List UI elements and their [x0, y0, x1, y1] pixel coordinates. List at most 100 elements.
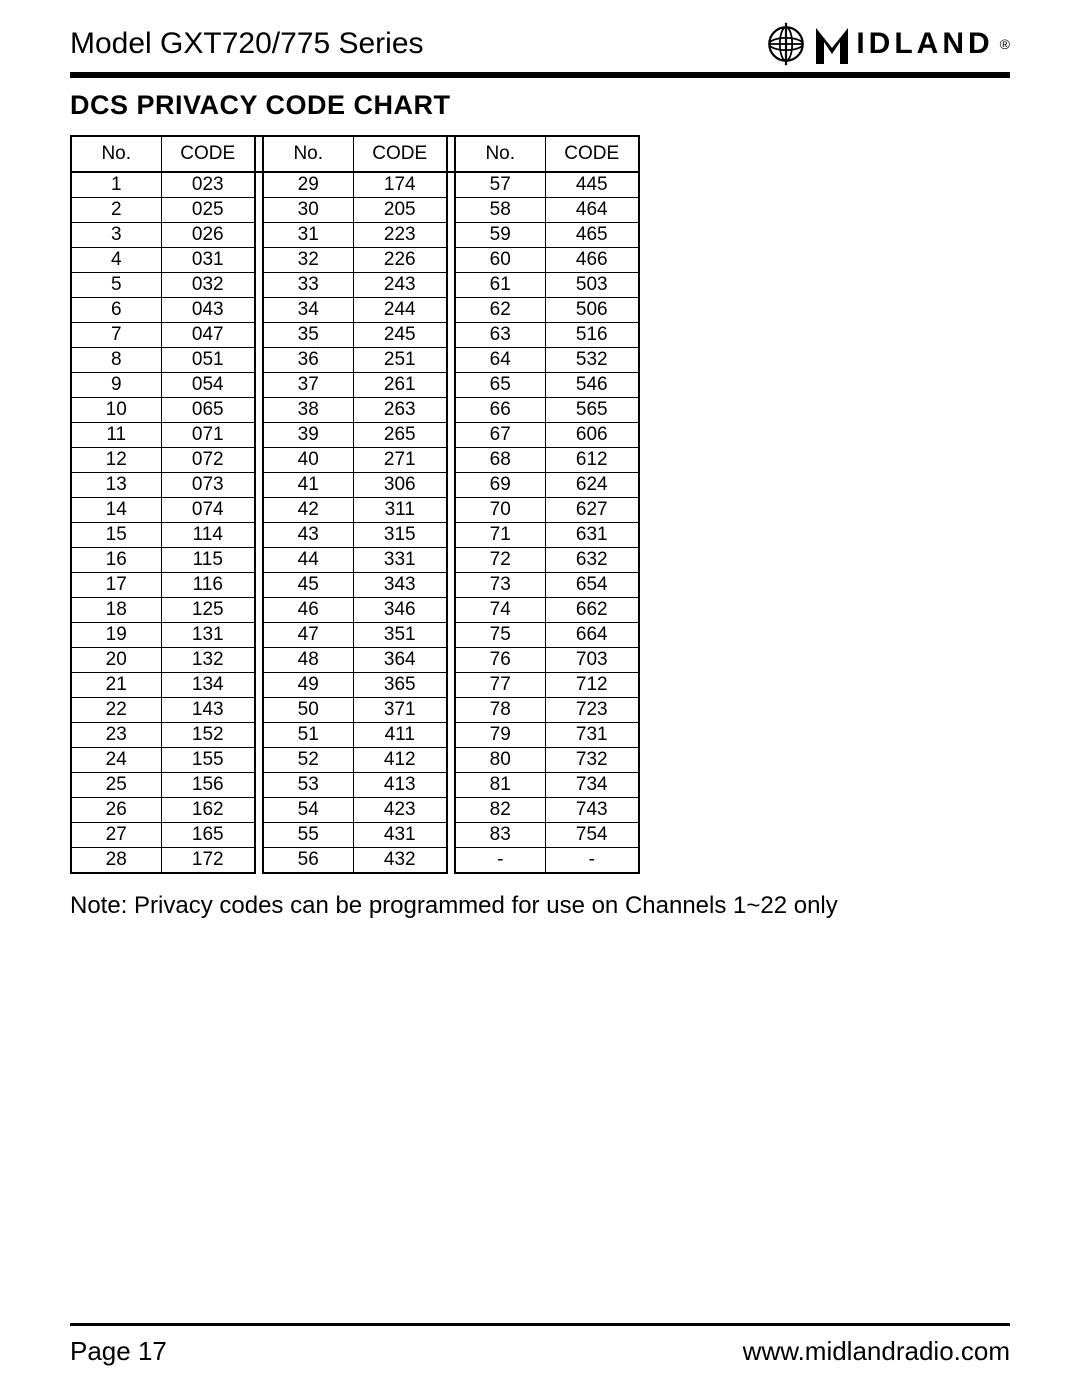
cell-code: 265 [353, 423, 447, 448]
cell-code: 351 [353, 623, 447, 648]
footer-url: www.midlandradio.com [743, 1336, 1010, 1367]
cell-no: 76 [455, 648, 545, 673]
col-no: No. [455, 136, 545, 172]
cell-no: 56 [263, 848, 353, 874]
cell-spacer [447, 498, 455, 523]
cell-no: 20 [71, 648, 161, 673]
cell-no: 51 [263, 723, 353, 748]
table-row: 40313222660466 [71, 248, 639, 273]
cell-no: 82 [455, 798, 545, 823]
table-row: 140744231170627 [71, 498, 639, 523]
cell-no: 41 [263, 473, 353, 498]
cell-code: 223 [353, 223, 447, 248]
cell-code: 466 [545, 248, 639, 273]
cell-code: 054 [161, 373, 255, 398]
cell-spacer [447, 673, 455, 698]
cell-no: 34 [263, 298, 353, 323]
cell-no: 64 [455, 348, 545, 373]
cell-no: 36 [263, 348, 353, 373]
cell-no: 28 [71, 848, 161, 874]
cell-no: 73 [455, 573, 545, 598]
cell-no: 4 [71, 248, 161, 273]
cell-spacer [255, 648, 263, 673]
cell-code: 051 [161, 348, 255, 373]
cell-no: 35 [263, 323, 353, 348]
cell-code: 026 [161, 223, 255, 248]
cell-code: 315 [353, 523, 447, 548]
cell-code: 464 [545, 198, 639, 223]
cell-code: 162 [161, 798, 255, 823]
cell-code: 071 [161, 423, 255, 448]
cell-spacer [255, 548, 263, 573]
cell-code: 743 [545, 798, 639, 823]
cell-code: 263 [353, 398, 447, 423]
cell-code: 346 [353, 598, 447, 623]
cell-code: 205 [353, 198, 447, 223]
table-row: 271655543183754 [71, 823, 639, 848]
cell-code: 074 [161, 498, 255, 523]
col-spacer [447, 136, 455, 172]
cell-no: 19 [71, 623, 161, 648]
cell-code: 251 [353, 348, 447, 373]
cell-spacer [447, 473, 455, 498]
cell-spacer [255, 172, 263, 198]
brand-m-icon [814, 22, 850, 66]
cell-no: 47 [263, 623, 353, 648]
cell-spacer [255, 798, 263, 823]
cell-code: 506 [545, 298, 639, 323]
cell-no: 31 [263, 223, 353, 248]
cell-spacer [447, 598, 455, 623]
cell-spacer [255, 473, 263, 498]
cell-no: 37 [263, 373, 353, 398]
cell-no: 5 [71, 273, 161, 298]
col-code: CODE [545, 136, 639, 172]
cell-code: 431 [353, 823, 447, 848]
cell-no: 29 [263, 172, 353, 198]
cell-spacer [255, 348, 263, 373]
cell-no: 58 [455, 198, 545, 223]
cell-no: 65 [455, 373, 545, 398]
table-row: 20253020558464 [71, 198, 639, 223]
cell-code: 031 [161, 248, 255, 273]
cell-code: 073 [161, 473, 255, 498]
table-row: 30263122359465 [71, 223, 639, 248]
cell-code: 754 [545, 823, 639, 848]
cell-spacer [255, 623, 263, 648]
cell-code: 731 [545, 723, 639, 748]
cell-spacer [255, 373, 263, 398]
cell-spacer [255, 273, 263, 298]
cell-no: 12 [71, 448, 161, 473]
cell-spacer [447, 848, 455, 874]
cell-spacer [447, 248, 455, 273]
cell-no: 49 [263, 673, 353, 698]
cell-no: 7 [71, 323, 161, 348]
table-row: 151144331571631 [71, 523, 639, 548]
cell-no: 45 [263, 573, 353, 598]
cell-spacer [447, 223, 455, 248]
cell-spacer [255, 598, 263, 623]
table-row: 130734130669624 [71, 473, 639, 498]
cell-no: 80 [455, 748, 545, 773]
cell-code: 654 [545, 573, 639, 598]
cell-spacer [447, 373, 455, 398]
cell-spacer [447, 798, 455, 823]
cell-code: 174 [353, 172, 447, 198]
col-no: No. [71, 136, 161, 172]
table-row: 241555241280732 [71, 748, 639, 773]
cell-no: 63 [455, 323, 545, 348]
cell-code: 734 [545, 773, 639, 798]
table-row: 10232917457445 [71, 172, 639, 198]
code-chart: No. CODE No. CODE No. CODE 1023291745744… [70, 135, 1010, 874]
cell-spacer [447, 773, 455, 798]
page-footer: Page 17 www.midlandradio.com [70, 1323, 1010, 1367]
cell-no: 1 [71, 172, 161, 198]
cell-code: 306 [353, 473, 447, 498]
cell-code: 546 [545, 373, 639, 398]
cell-spacer [447, 573, 455, 598]
cell-code: 243 [353, 273, 447, 298]
cell-no: 74 [455, 598, 545, 623]
cell-no: 32 [263, 248, 353, 273]
cell-code: 125 [161, 598, 255, 623]
cell-spacer [447, 723, 455, 748]
cell-code: 632 [545, 548, 639, 573]
